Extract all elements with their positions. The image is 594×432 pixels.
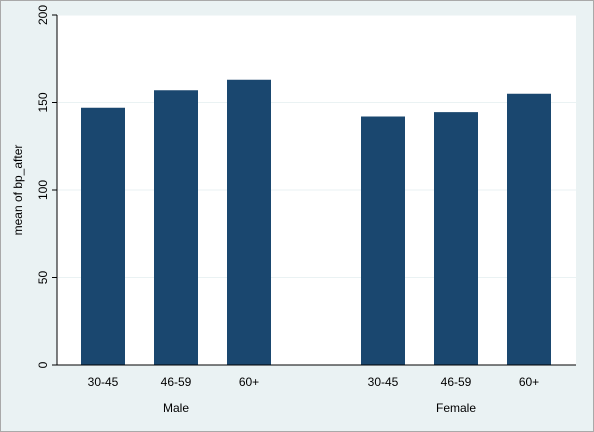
- bar: [434, 112, 478, 365]
- group-labels: Male Female: [163, 401, 476, 415]
- x-tick-label: 30-45: [368, 375, 399, 389]
- bar: [154, 90, 198, 365]
- x-tick-labels: 30-45 46-59 60+ 30-45 46-59 60+: [88, 375, 540, 389]
- bar: [227, 79, 271, 365]
- bar: [361, 116, 405, 365]
- y-tick-label: 150: [36, 92, 50, 112]
- y-tick-label: 200: [36, 5, 50, 25]
- y-tick-label: 0: [36, 361, 50, 368]
- x-tick-label: 60+: [239, 375, 259, 389]
- axes: [52, 14, 576, 366]
- group-label: Male: [163, 401, 189, 415]
- y-tick-label: 100: [36, 180, 50, 200]
- y-tick-label: 50: [36, 271, 50, 285]
- group-label: Female: [436, 401, 476, 415]
- bars: [81, 79, 551, 365]
- y-tick-labels: 0 50 100 150 200: [36, 5, 50, 369]
- y-axis-title: mean of bp_after: [11, 145, 25, 236]
- bar: [507, 93, 551, 365]
- x-tick-label: 60+: [519, 375, 539, 389]
- x-tick-label: 46-59: [161, 375, 192, 389]
- gridlines: [58, 14, 576, 278]
- bar: [81, 107, 125, 365]
- x-tick-label: 46-59: [441, 375, 472, 389]
- x-tick-label: 30-45: [88, 375, 119, 389]
